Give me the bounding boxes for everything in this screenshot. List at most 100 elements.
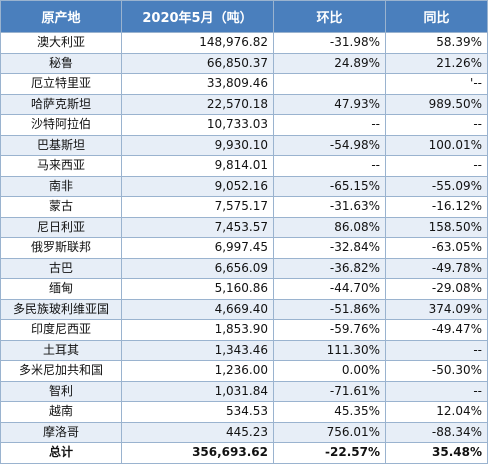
cell-mom: 86.08% [273,216,386,238]
table-row: 智利 1,031.84 -71.61% -- [0,380,488,402]
cell-value: 22,570.18 [121,93,274,115]
cell-origin: 马来西亚 [0,155,122,177]
cell-yoy: -29.08% [385,278,488,300]
table-row: 蒙古 7,575.17 -31.63% -16.12% [0,196,488,218]
cell-value: 534.53 [121,401,274,423]
cell-yoy: '-- [385,73,488,95]
total-cell-yoy: 35.48% [385,442,488,464]
cell-yoy: 21.26% [385,52,488,74]
cell-mom: -51.86% [273,298,386,320]
table-row: 厄立特里亚 33,809.46 '-- [0,73,488,95]
cell-value: 1,031.84 [121,380,274,402]
table-row: 越南 534.53 45.35% 12.04% [0,401,488,423]
table-row: 土耳其 1,343.46 111.30% -- [0,339,488,361]
cell-mom: -54.98% [273,134,386,156]
table-row: 巴基斯坦 9,930.10 -54.98% 100.01% [0,134,488,156]
cell-origin: 澳大利亚 [0,32,122,54]
cell-origin: 土耳其 [0,339,122,361]
cell-yoy: -16.12% [385,196,488,218]
cell-yoy: 58.39% [385,32,488,54]
cell-value: 10,733.03 [121,114,274,136]
cell-yoy: 100.01% [385,134,488,156]
cell-origin: 厄立特里亚 [0,73,122,95]
cell-origin: 印度尼西亚 [0,319,122,341]
table-header-row: 原产地 2020年5月（吨） 环比 同比 [0,0,488,33]
cell-value: 7,453.57 [121,216,274,238]
cell-origin: 古巴 [0,257,122,279]
cell-origin: 巴基斯坦 [0,134,122,156]
cell-mom: -65.15% [273,175,386,197]
cell-mom: -36.82% [273,257,386,279]
table-row: 南非 9,052.16 -65.15% -55.09% [0,175,488,197]
table-row: 秘鲁 66,850.37 24.89% 21.26% [0,52,488,74]
cell-mom: 0.00% [273,360,386,382]
cell-yoy: -- [385,380,488,402]
cell-value: 6,656.09 [121,257,274,279]
cell-value: 1,343.46 [121,339,274,361]
table-row: 俄罗斯联邦 6,997.45 -32.84% -63.05% [0,237,488,259]
cell-origin: 秘鲁 [0,52,122,74]
cell-mom: -31.63% [273,196,386,218]
cell-value: 6,997.45 [121,237,274,259]
cell-mom: -44.70% [273,278,386,300]
cell-value: 9,052.16 [121,175,274,197]
cell-yoy: 158.50% [385,216,488,238]
table-row: 古巴 6,656.09 -36.82% -49.78% [0,257,488,279]
total-cell-origin: 总计 [0,442,122,464]
cell-yoy: -- [385,339,488,361]
cell-origin: 沙特阿拉伯 [0,114,122,136]
table-row: 摩洛哥 445.23 756.01% -88.34% [0,421,488,443]
cell-origin: 南非 [0,175,122,197]
cell-value: 4,669.40 [121,298,274,320]
cell-origin: 智利 [0,380,122,402]
table-row: 马来西亚 9,814.01 -- -- [0,155,488,177]
total-cell-mom: -22.57% [273,442,386,464]
cell-origin: 俄罗斯联邦 [0,237,122,259]
cell-mom: 111.30% [273,339,386,361]
cell-yoy: 374.09% [385,298,488,320]
table-row: 尼日利亚 7,453.57 86.08% 158.50% [0,216,488,238]
cell-yoy: -55.09% [385,175,488,197]
cell-yoy: -49.47% [385,319,488,341]
cell-origin: 哈萨克斯坦 [0,93,122,115]
cell-mom: -71.61% [273,380,386,402]
cell-yoy: 989.50% [385,93,488,115]
cell-yoy: -- [385,155,488,177]
cell-mom: 45.35% [273,401,386,423]
cell-value: 5,160.86 [121,278,274,300]
table-row: 多米尼加共和国 1,236.00 0.00% -50.30% [0,360,488,382]
cell-origin: 蒙古 [0,196,122,218]
cell-yoy: -- [385,114,488,136]
table-row: 哈萨克斯坦 22,570.18 47.93% 989.50% [0,93,488,115]
cell-yoy: -88.34% [385,421,488,443]
table-row: 多民族玻利维亚国 4,669.40 -51.86% 374.09% [0,298,488,320]
cell-value: 1,853.90 [121,319,274,341]
cell-origin: 尼日利亚 [0,216,122,238]
cell-mom: -32.84% [273,237,386,259]
cell-origin: 多民族玻利维亚国 [0,298,122,320]
cell-mom: -31.98% [273,32,386,54]
cell-origin: 缅甸 [0,278,122,300]
cell-value: 148,976.82 [121,32,274,54]
cell-value: 445.23 [121,421,274,443]
cell-value: 66,850.37 [121,52,274,74]
cell-yoy: -63.05% [385,237,488,259]
table-row: 沙特阿拉伯 10,733.03 -- -- [0,114,488,136]
cell-mom: -- [273,155,386,177]
total-row: 总计 356,693.62 -22.57% 35.48% [0,442,488,464]
cell-value: 33,809.46 [121,73,274,95]
cell-origin: 多米尼加共和国 [0,360,122,382]
header-yoy: 同比 [385,0,488,33]
cell-value: 7,575.17 [121,196,274,218]
total-cell-value: 356,693.62 [121,442,274,464]
cell-mom [273,73,386,95]
table-row: 缅甸 5,160.86 -44.70% -29.08% [0,278,488,300]
cell-mom: 756.01% [273,421,386,443]
cell-origin: 摩洛哥 [0,421,122,443]
table-row: 印度尼西亚 1,853.90 -59.76% -49.47% [0,319,488,341]
table-row: 澳大利亚 148,976.82 -31.98% 58.39% [0,32,488,54]
cell-value: 9,930.10 [121,134,274,156]
cell-yoy: -50.30% [385,360,488,382]
cell-mom: 24.89% [273,52,386,74]
